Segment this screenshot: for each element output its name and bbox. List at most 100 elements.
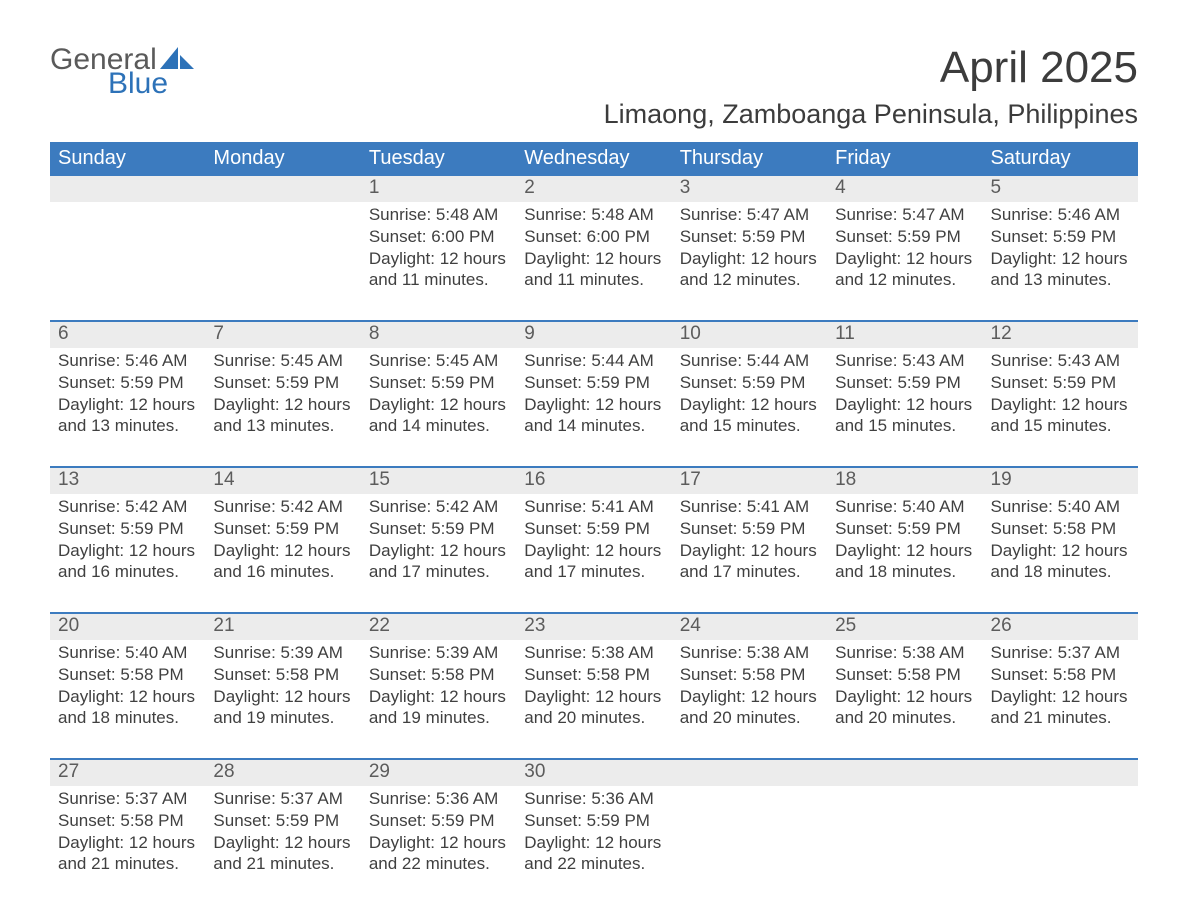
day-daylight1: Daylight: 12 hours — [58, 540, 197, 562]
day-daylight1: Daylight: 12 hours — [369, 540, 508, 562]
day-cell: Sunrise: 5:39 AMSunset: 5:58 PMDaylight:… — [361, 640, 516, 740]
day-sunrise: Sunrise: 5:42 AM — [369, 496, 508, 518]
day-sunrise: Sunrise: 5:48 AM — [369, 204, 508, 226]
day-daylight1: Daylight: 12 hours — [680, 686, 819, 708]
day-cell: Sunrise: 5:36 AMSunset: 5:59 PMDaylight:… — [516, 786, 671, 886]
day-number: 20 — [50, 614, 205, 640]
day-number: 18 — [827, 468, 982, 494]
day-daylight1: Daylight: 12 hours — [58, 832, 197, 854]
day-cell: Sunrise: 5:42 AMSunset: 5:59 PMDaylight:… — [50, 494, 205, 594]
day-body-row: Sunrise: 5:37 AMSunset: 5:58 PMDaylight:… — [50, 786, 1138, 886]
day-daylight2: and 19 minutes. — [369, 707, 508, 729]
day-sunset: Sunset: 5:58 PM — [58, 664, 197, 686]
day-number-row: 13141516171819 — [50, 468, 1138, 494]
day-sunrise: Sunrise: 5:43 AM — [835, 350, 974, 372]
day-daylight2: and 13 minutes. — [213, 415, 352, 437]
day-body-row: Sunrise: 5:48 AMSunset: 6:00 PMDaylight:… — [50, 202, 1138, 302]
day-daylight1: Daylight: 12 hours — [213, 832, 352, 854]
day-daylight2: and 19 minutes. — [213, 707, 352, 729]
day-cell: Sunrise: 5:39 AMSunset: 5:58 PMDaylight:… — [205, 640, 360, 740]
day-cell: Sunrise: 5:37 AMSunset: 5:59 PMDaylight:… — [205, 786, 360, 886]
day-number-row: 6789101112 — [50, 322, 1138, 348]
day-daylight2: and 22 minutes. — [369, 853, 508, 875]
day-number-row: 20212223242526 — [50, 614, 1138, 640]
day-cell — [827, 786, 982, 886]
page-header: General Blue April 2025 Limaong, Zamboan… — [50, 45, 1138, 130]
day-cell: Sunrise: 5:45 AMSunset: 5:59 PMDaylight:… — [361, 348, 516, 448]
day-sunset: Sunset: 5:58 PM — [991, 664, 1130, 686]
calendar-week: 20212223242526Sunrise: 5:40 AMSunset: 5:… — [50, 612, 1138, 740]
day-sunset: Sunset: 5:59 PM — [58, 518, 197, 540]
day-number: 2 — [516, 176, 671, 202]
dow-saturday: Saturday — [983, 142, 1138, 176]
day-number: 5 — [983, 176, 1138, 202]
day-sunset: Sunset: 5:59 PM — [991, 372, 1130, 394]
day-cell — [983, 786, 1138, 886]
day-sunset: Sunset: 5:58 PM — [991, 518, 1130, 540]
day-number: 28 — [205, 760, 360, 786]
dow-wednesday: Wednesday — [516, 142, 671, 176]
day-cell: Sunrise: 5:43 AMSunset: 5:59 PMDaylight:… — [827, 348, 982, 448]
day-sunset: Sunset: 5:59 PM — [680, 518, 819, 540]
day-sunrise: Sunrise: 5:41 AM — [524, 496, 663, 518]
day-daylight2: and 17 minutes. — [524, 561, 663, 583]
day-cell: Sunrise: 5:37 AMSunset: 5:58 PMDaylight:… — [50, 786, 205, 886]
dow-friday: Friday — [827, 142, 982, 176]
day-sunset: Sunset: 5:59 PM — [680, 226, 819, 248]
day-sunset: Sunset: 5:59 PM — [835, 372, 974, 394]
day-daylight2: and 16 minutes. — [58, 561, 197, 583]
dow-sunday: Sunday — [50, 142, 205, 176]
day-daylight1: Daylight: 12 hours — [524, 540, 663, 562]
day-sunrise: Sunrise: 5:47 AM — [835, 204, 974, 226]
day-cell: Sunrise: 5:42 AMSunset: 5:59 PMDaylight:… — [361, 494, 516, 594]
dow-thursday: Thursday — [672, 142, 827, 176]
day-cell: Sunrise: 5:40 AMSunset: 5:59 PMDaylight:… — [827, 494, 982, 594]
day-number — [672, 760, 827, 786]
day-sunrise: Sunrise: 5:44 AM — [680, 350, 819, 372]
day-cell: Sunrise: 5:38 AMSunset: 5:58 PMDaylight:… — [672, 640, 827, 740]
day-daylight1: Daylight: 12 hours — [369, 832, 508, 854]
day-number: 24 — [672, 614, 827, 640]
day-body-row: Sunrise: 5:42 AMSunset: 5:59 PMDaylight:… — [50, 494, 1138, 594]
day-body-row: Sunrise: 5:40 AMSunset: 5:58 PMDaylight:… — [50, 640, 1138, 740]
day-daylight1: Daylight: 12 hours — [213, 686, 352, 708]
dow-tuesday: Tuesday — [361, 142, 516, 176]
day-cell: Sunrise: 5:42 AMSunset: 5:59 PMDaylight:… — [205, 494, 360, 594]
day-sunrise: Sunrise: 5:45 AM — [369, 350, 508, 372]
day-sunrise: Sunrise: 5:43 AM — [991, 350, 1130, 372]
day-daylight1: Daylight: 12 hours — [835, 540, 974, 562]
day-cell: Sunrise: 5:44 AMSunset: 5:59 PMDaylight:… — [672, 348, 827, 448]
day-sunrise: Sunrise: 5:44 AM — [524, 350, 663, 372]
day-number: 15 — [361, 468, 516, 494]
day-daylight1: Daylight: 12 hours — [369, 686, 508, 708]
day-sunset: Sunset: 5:58 PM — [58, 810, 197, 832]
day-sunset: Sunset: 5:58 PM — [835, 664, 974, 686]
day-sunset: Sunset: 6:00 PM — [524, 226, 663, 248]
day-sunrise: Sunrise: 5:38 AM — [835, 642, 974, 664]
day-sunset: Sunset: 5:59 PM — [58, 372, 197, 394]
day-daylight2: and 21 minutes. — [213, 853, 352, 875]
day-sunset: Sunset: 6:00 PM — [369, 226, 508, 248]
day-cell: Sunrise: 5:44 AMSunset: 5:59 PMDaylight:… — [516, 348, 671, 448]
day-daylight2: and 17 minutes. — [680, 561, 819, 583]
day-number: 25 — [827, 614, 982, 640]
day-cell: Sunrise: 5:43 AMSunset: 5:59 PMDaylight:… — [983, 348, 1138, 448]
day-daylight1: Daylight: 12 hours — [835, 686, 974, 708]
day-number: 13 — [50, 468, 205, 494]
day-sunrise: Sunrise: 5:40 AM — [835, 496, 974, 518]
day-sunset: Sunset: 5:59 PM — [524, 372, 663, 394]
day-cell: Sunrise: 5:36 AMSunset: 5:59 PMDaylight:… — [361, 786, 516, 886]
day-number: 4 — [827, 176, 982, 202]
day-number-row: 12345 — [50, 176, 1138, 202]
month-title: April 2025 — [604, 45, 1138, 91]
day-sunset: Sunset: 5:58 PM — [213, 664, 352, 686]
location-title: Limaong, Zamboanga Peninsula, Philippine… — [604, 99, 1138, 130]
day-sunrise: Sunrise: 5:45 AM — [213, 350, 352, 372]
day-sunrise: Sunrise: 5:46 AM — [991, 204, 1130, 226]
day-sunrise: Sunrise: 5:42 AM — [58, 496, 197, 518]
day-sunrise: Sunrise: 5:37 AM — [991, 642, 1130, 664]
day-number: 11 — [827, 322, 982, 348]
day-daylight1: Daylight: 12 hours — [524, 686, 663, 708]
day-daylight1: Daylight: 12 hours — [524, 832, 663, 854]
day-sunrise: Sunrise: 5:37 AM — [213, 788, 352, 810]
